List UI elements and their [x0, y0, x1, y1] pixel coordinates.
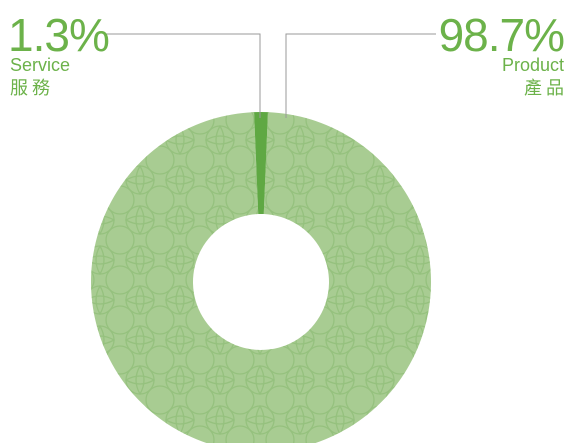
- product-leader-line: [285, 33, 436, 118]
- service-percentage: 1.3%: [8, 9, 110, 61]
- product-percentage: 98.7%: [438, 9, 565, 61]
- leader-lines: [106, 33, 436, 118]
- slices-group: [91, 111, 431, 443]
- slice-product-pattern: [91, 112, 431, 443]
- service-leader-line: [106, 33, 261, 118]
- product-label-zh: 產品: [524, 78, 568, 99]
- service-label-en: Service: [10, 55, 71, 75]
- service-label-zh: 服務: [10, 78, 54, 99]
- product-label-en: Product: [501, 55, 564, 75]
- slice-service: [254, 111, 268, 215]
